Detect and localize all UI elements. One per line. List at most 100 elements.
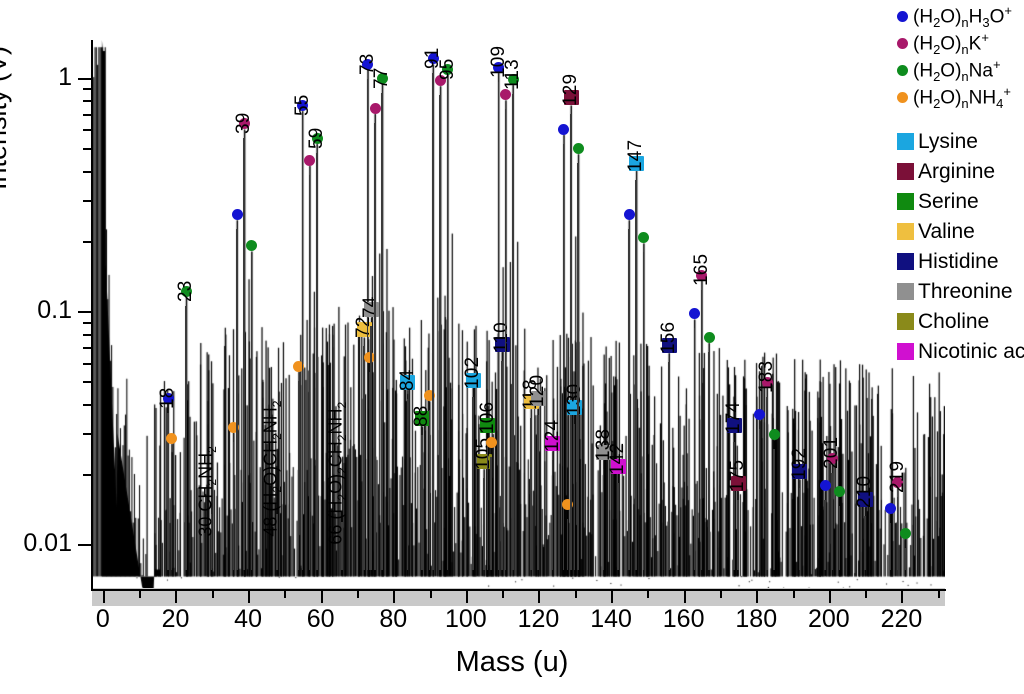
peak-symbol-circle bbox=[885, 502, 897, 514]
peak-symbol-circle bbox=[899, 528, 911, 540]
y-tick-label: 1 bbox=[58, 62, 72, 91]
y-tick-label: 0.01 bbox=[23, 529, 72, 558]
peak-stem bbox=[904, 548, 906, 571]
y-tick bbox=[83, 403, 92, 406]
legend-item-label: (H2O)nH3O+ bbox=[913, 2, 1012, 31]
x-tick bbox=[647, 589, 650, 598]
legend-item-label: Serine bbox=[918, 189, 979, 213]
spectrum-trace bbox=[92, 40, 945, 588]
peak-symbol-circle bbox=[238, 118, 250, 130]
peak-symbol-square bbox=[628, 155, 644, 171]
peak-symbol-square bbox=[530, 391, 546, 407]
x-tick bbox=[284, 589, 287, 598]
peak-stem bbox=[693, 328, 696, 571]
peak-stem bbox=[798, 488, 801, 571]
x-tick-label: 0 bbox=[95, 605, 110, 633]
peak-symbol-circle bbox=[507, 74, 519, 85]
legend-dot-icon bbox=[897, 92, 908, 103]
peak-stem bbox=[432, 73, 434, 571]
peak-symbol-circle bbox=[231, 209, 243, 221]
peak-symbol-square bbox=[792, 464, 808, 480]
legend-square-icon bbox=[897, 222, 914, 240]
peak-stem bbox=[551, 460, 554, 571]
y-tick bbox=[83, 347, 92, 350]
y-tick bbox=[83, 333, 92, 336]
peak-symbol-circle bbox=[304, 154, 316, 166]
peak-stem bbox=[504, 109, 507, 571]
peak-stem bbox=[733, 442, 735, 571]
peak-label-39: 39 bbox=[233, 112, 255, 135]
peak-stem bbox=[428, 410, 431, 571]
peak-stem bbox=[773, 449, 775, 571]
peak-symbol-square bbox=[596, 444, 612, 460]
peak-label-192: 192 bbox=[788, 447, 810, 481]
peak-label-23: 23 bbox=[175, 280, 197, 302]
baseline-shading-band bbox=[92, 588, 945, 606]
x-tick-label: 140 bbox=[590, 605, 632, 633]
formula-label: 48 (H2O)CH2NH2 bbox=[260, 400, 285, 537]
peak-stem bbox=[602, 468, 605, 571]
y-tick bbox=[83, 362, 92, 365]
formula-label: 30 CH2NH2 bbox=[195, 446, 219, 537]
peak-stem bbox=[628, 229, 630, 571]
peak-symbol-circle bbox=[434, 75, 446, 87]
legend-item-arginine: Arginine bbox=[897, 156, 1024, 186]
y-axis-title: Intensity (V) bbox=[0, 45, 12, 190]
peak-symbol-circle bbox=[638, 232, 650, 244]
peak-stem bbox=[406, 398, 409, 571]
x-tick bbox=[683, 589, 686, 603]
legend-item-nicotinic-acid: Nicotinic acid bbox=[897, 336, 1024, 366]
formula-label: 66 (H2O)2CH2NH2 bbox=[325, 401, 350, 545]
peak-stem bbox=[864, 515, 866, 571]
peak-stem bbox=[368, 371, 371, 571]
x-tick bbox=[756, 589, 759, 603]
peak-label-59: 59 bbox=[306, 127, 328, 149]
annotation-leader-line bbox=[276, 513, 278, 571]
x-tick bbox=[139, 589, 142, 598]
peak-symbol-circle bbox=[364, 351, 376, 363]
x-tick-label: 100 bbox=[445, 605, 487, 633]
legend-square-icon bbox=[897, 252, 914, 270]
peak-stem bbox=[232, 442, 235, 571]
peak-symbol-circle bbox=[689, 308, 701, 320]
peak-symbol-circle bbox=[485, 436, 497, 448]
legend-amino-acids: Lysine Arginine Serine Valine Histidine Threo… bbox=[897, 126, 1024, 366]
peak-stem bbox=[668, 362, 670, 571]
legend-square-icon bbox=[897, 282, 914, 300]
x-tick-label: 220 bbox=[880, 605, 923, 633]
x-tick bbox=[320, 589, 323, 603]
x-tick bbox=[792, 589, 795, 598]
x-tick-label: 80 bbox=[379, 605, 408, 633]
peak-symbol-circle bbox=[826, 453, 838, 465]
peak-label-120: 120 bbox=[527, 375, 549, 408]
annotation-leader-line bbox=[341, 521, 343, 571]
legend-square-icon bbox=[897, 312, 914, 330]
peak-stem bbox=[381, 92, 383, 571]
peak-label-165: 165 bbox=[690, 253, 712, 286]
peak-stem bbox=[635, 179, 637, 571]
peak-stem bbox=[483, 478, 485, 571]
peak-symbol-circle bbox=[493, 61, 505, 73]
peak-symbol-circle bbox=[768, 429, 780, 440]
peak-symbol-square bbox=[730, 475, 746, 491]
peak-stem bbox=[301, 119, 304, 571]
peak-label-18: 18 bbox=[157, 387, 179, 409]
x-tick-label: 200 bbox=[807, 605, 850, 633]
y-tick bbox=[83, 381, 92, 384]
peak-label-95: 95 bbox=[436, 58, 458, 80]
annotation-leader-line bbox=[210, 513, 213, 571]
peak-symbol-circle bbox=[703, 331, 715, 343]
peak-stem bbox=[570, 114, 572, 571]
legend-item-label: (H2O)nNa+ bbox=[913, 56, 1001, 85]
y-tick bbox=[83, 199, 92, 202]
peak-stem bbox=[170, 452, 173, 571]
peak-stem bbox=[497, 81, 500, 571]
peak-symbol-circle bbox=[427, 53, 439, 65]
x-tick bbox=[248, 589, 251, 603]
peak-symbol-square bbox=[610, 459, 626, 475]
x-tick-label: 160 bbox=[662, 605, 705, 633]
x-tick-label: 120 bbox=[517, 605, 560, 633]
legend-dot-icon bbox=[897, 38, 908, 49]
peak-label-156: 156 bbox=[658, 321, 680, 355]
legend-item-label: Valine bbox=[918, 219, 975, 243]
